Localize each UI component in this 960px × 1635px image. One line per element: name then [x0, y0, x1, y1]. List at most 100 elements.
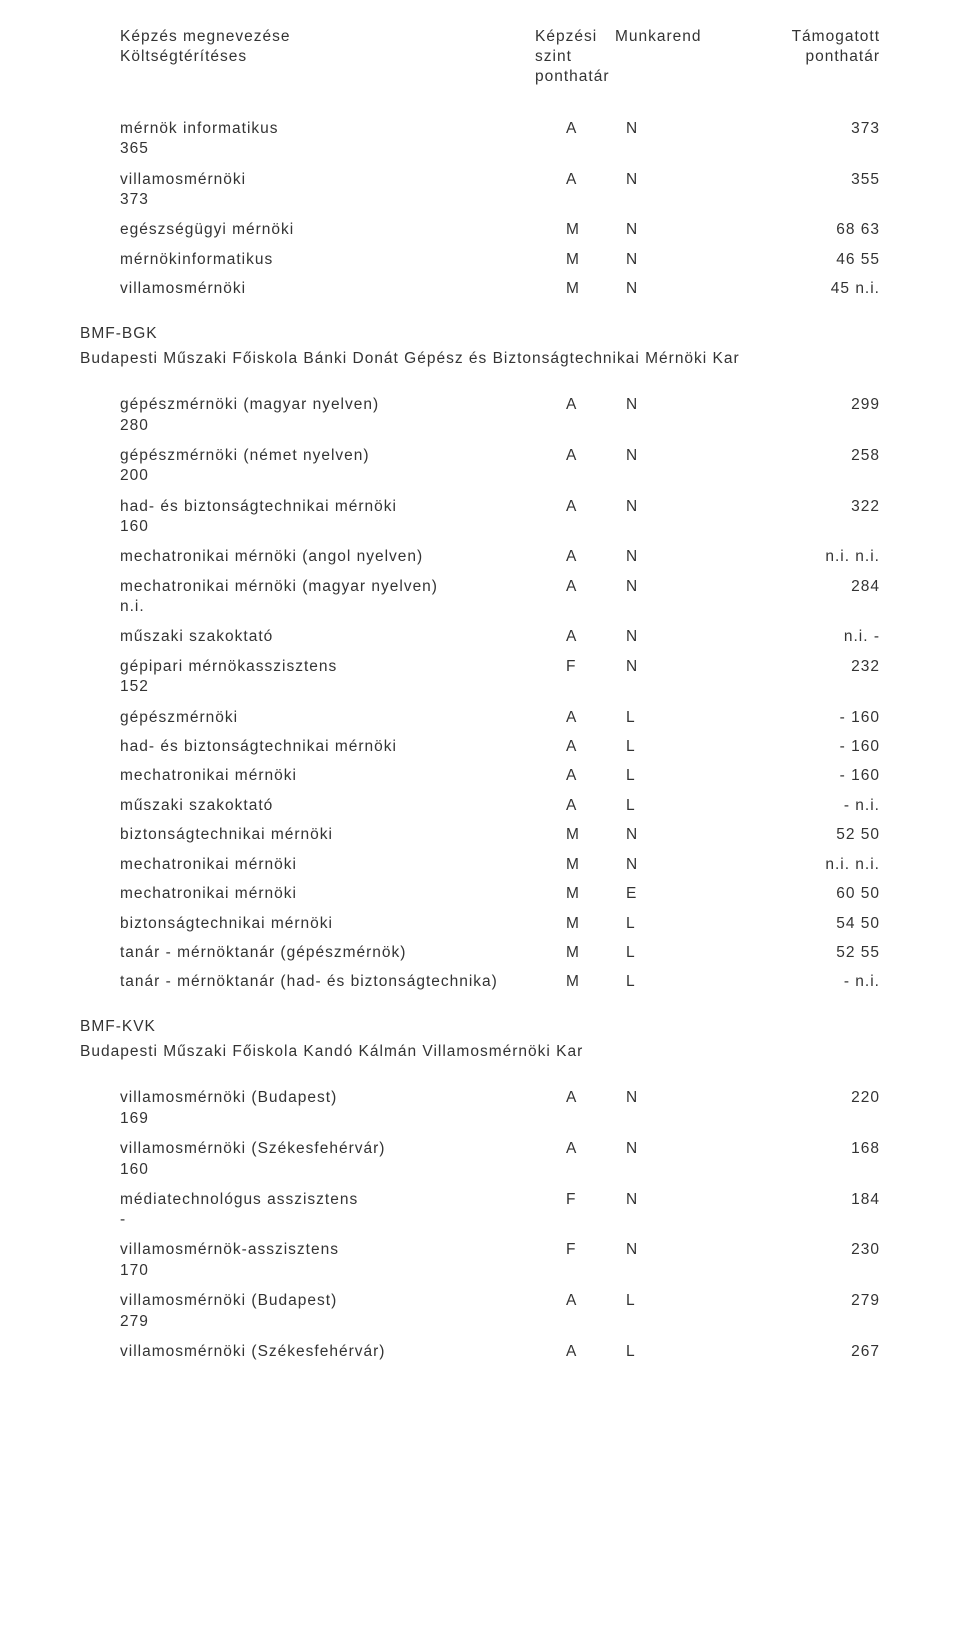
row-col-szint: M [566, 245, 626, 274]
header-munkarend: Munkarend [615, 28, 765, 46]
row-col-value: 60 50 [756, 879, 880, 908]
row-label: mechatronikai mérnöki [120, 879, 566, 908]
table-row: villamosmérnöki (Budapest)AN220 [120, 1083, 880, 1112]
row-col-munkarend: N [626, 622, 756, 651]
row-col-value: - 160 [756, 703, 880, 732]
row-col-munkarend: N [626, 441, 756, 470]
row-label: mérnökinformatikus [120, 245, 566, 274]
row-col-munkarend: N [626, 572, 756, 601]
row-col-munkarend: L [626, 703, 756, 732]
row-col-value: 284 [756, 572, 880, 601]
row-label: had- és biztonságtechnikai mérnöki [120, 492, 566, 521]
row-label: villamosmérnöki (Székesfehérvár) [120, 1134, 566, 1163]
row-col-value: 168 [756, 1134, 880, 1163]
row-label: biztonságtechnikai mérnöki [120, 909, 566, 938]
row-label: mechatronikai mérnöki [120, 850, 566, 879]
row-label: műszaki szakoktató [120, 791, 566, 820]
table-row: mechatronikai mérnökiMNn.i. n.i. [120, 850, 880, 879]
row-col-munkarend: N [626, 492, 756, 521]
row-col-munkarend: N [626, 652, 756, 681]
row-col-value: - 160 [756, 732, 880, 761]
row-label: villamosmérnöki [120, 274, 566, 303]
row-col-szint: M [566, 274, 626, 303]
row-col-value: 258 [756, 441, 880, 470]
section-code: BMF-KVK [80, 1015, 880, 1038]
row-label: villamosmérnöki (Székesfehérvár) [120, 1337, 566, 1366]
row-col-munkarend: N [626, 542, 756, 571]
table-row: villamosmérnök-asszisztensFN230 [120, 1235, 880, 1264]
section-code: BMF-BGK [80, 322, 880, 345]
row-label: mérnök informatikus [120, 114, 566, 143]
section-title: Budapesti Műszaki Főiskola Bánki Donát G… [80, 347, 880, 370]
row-label: műszaki szakoktató [120, 622, 566, 651]
section-head-bgk: BMF-BGK Budapesti Műszaki Főiskola Bánki… [80, 322, 880, 371]
row-col-value: n.i. - [756, 622, 880, 651]
group-1: mérnök informatikusAN373365villamosmérnö… [120, 114, 880, 304]
row-col-szint: M [566, 820, 626, 849]
row-col-munkarend: N [626, 1235, 756, 1264]
table-header: Képzés megnevezése Képzési Munkarend Tám… [120, 28, 880, 86]
row-label: gépészmérnöki (magyar nyelven) [120, 390, 566, 419]
row-col-szint: A [566, 572, 626, 601]
table-row: tanár - mérnöktanár (had- és biztonságte… [120, 967, 880, 996]
table-row: had- és biztonságtechnikai mérnökiAL- 16… [120, 732, 880, 761]
table-row: villamosmérnöki (Budapest)AL279 [120, 1286, 880, 1315]
row-col-value: 52 50 [756, 820, 880, 849]
row-col-szint: A [566, 165, 626, 194]
row-col-munkarend: L [626, 732, 756, 761]
row-col-szint: A [566, 703, 626, 732]
table-row: mechatronikai mérnökiAL- 160 [120, 761, 880, 790]
row-col-szint: M [566, 909, 626, 938]
row-col-value: - 160 [756, 761, 880, 790]
header-line2-munk-empty [615, 48, 765, 66]
row-col-szint: M [566, 850, 626, 879]
row-col-value: 267 [756, 1337, 880, 1366]
group-2: gépészmérnöki (magyar nyelven)AN299280gé… [120, 390, 880, 997]
table-row: mechatronikai mérnöki (angol nyelven)ANn… [120, 542, 880, 571]
row-col-value: 46 55 [756, 245, 880, 274]
row-col-szint: A [566, 761, 626, 790]
table-row: mechatronikai mérnökiME60 50 [120, 879, 880, 908]
row-col-munkarend: L [626, 1337, 756, 1366]
row-col-value: 232 [756, 652, 880, 681]
row-label: egészségügyi mérnöki [120, 215, 566, 244]
row-col-value: n.i. n.i. [756, 850, 880, 879]
row-label: tanár - mérnöktanár (gépészmérnök) [120, 938, 566, 967]
row-label: gépipari mérnökasszisztens [120, 652, 566, 681]
row-label: villamosmérnöki (Budapest) [120, 1286, 566, 1315]
row-col-munkarend: N [626, 390, 756, 419]
row-col-szint: A [566, 492, 626, 521]
table-row: had- és biztonságtechnikai mérnökiAN322 [120, 492, 880, 521]
row-col-szint: M [566, 215, 626, 244]
row-col-munkarend: L [626, 761, 756, 790]
table-row: médiatechnológus asszisztensFN184 [120, 1185, 880, 1214]
row-col-value: 373 [756, 114, 880, 143]
row-label: had- és biztonságtechnikai mérnöki [120, 732, 566, 761]
row-col-szint: A [566, 791, 626, 820]
row-col-szint: A [566, 542, 626, 571]
row-label: mechatronikai mérnöki [120, 761, 566, 790]
table-row: tanár - mérnöktanár (gépészmérnök)ML52 5… [120, 938, 880, 967]
table-row: biztonságtechnikai mérnökiMN52 50 [120, 820, 880, 849]
row-col-value: 184 [756, 1185, 880, 1214]
header-line2-ponthatar-right: ponthatár [765, 48, 880, 66]
row-col-szint: F [566, 1235, 626, 1264]
row-col-value: 54 50 [756, 909, 880, 938]
row-label: biztonságtechnikai mérnöki [120, 820, 566, 849]
document-page: Képzés megnevezése Képzési Munkarend Tám… [0, 0, 960, 1412]
row-label: tanár - mérnöktanár (had- és biztonságte… [120, 967, 566, 996]
header-name: Képzés megnevezése [120, 28, 535, 46]
row-col-munkarend: N [626, 1185, 756, 1214]
row-col-value: 52 55 [756, 938, 880, 967]
row-col-value: 230 [756, 1235, 880, 1264]
row-col-szint: A [566, 1083, 626, 1112]
row-col-munkarend: N [626, 114, 756, 143]
row-col-munkarend: L [626, 909, 756, 938]
row-label: villamosmérnök-asszisztens [120, 1235, 566, 1264]
row-col-szint: M [566, 879, 626, 908]
row-col-szint: A [566, 114, 626, 143]
row-col-szint: A [566, 1286, 626, 1315]
row-col-value: 279 [756, 1286, 880, 1315]
row-label: villamosmérnöki (Budapest) [120, 1083, 566, 1112]
row-col-szint: A [566, 732, 626, 761]
